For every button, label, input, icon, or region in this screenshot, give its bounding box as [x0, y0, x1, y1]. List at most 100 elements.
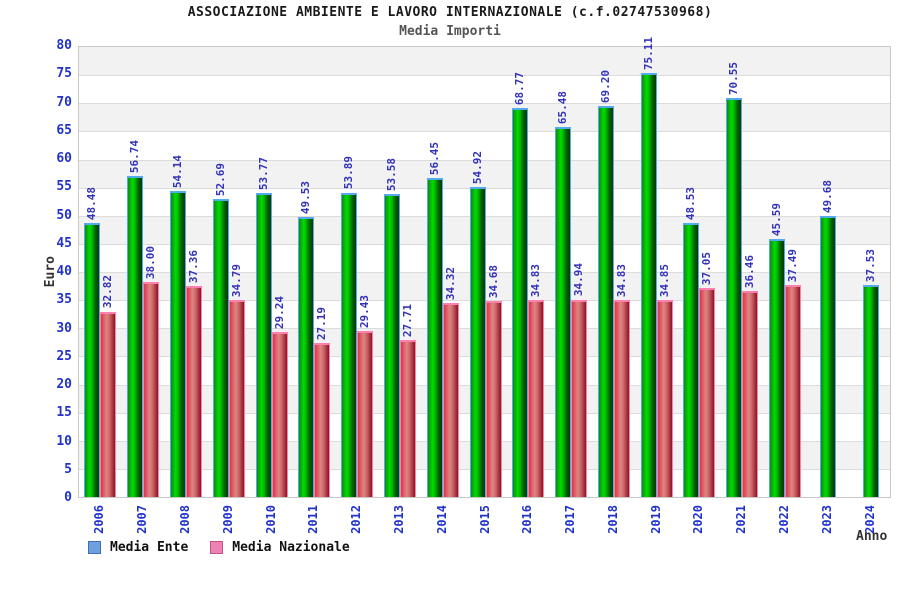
plot-area: 48.48 32.82 56.74 38.00 54.14 37.36 52.69 34.79…	[78, 37, 891, 498]
bar-ente-2012	[341, 192, 358, 497]
bar-naz-2016	[528, 300, 545, 497]
bar-value-label: 34.32	[443, 266, 457, 301]
y-tick-label: 40	[56, 264, 72, 279]
y-tick-label: 70	[56, 94, 72, 110]
bar-value-label: 49.53	[299, 181, 313, 215]
bar-ente-2010	[255, 193, 272, 497]
bar-value-label: 37.36	[186, 249, 200, 283]
bar-naz-2011	[314, 343, 331, 497]
bar-ente-2020	[683, 222, 700, 497]
bar-naz-2019	[656, 300, 673, 497]
x-tick-label-2022: 2022	[777, 505, 792, 534]
y-tick-label: 25	[56, 348, 72, 364]
bar-value-label: 70.55	[727, 62, 741, 96]
bar-naz-2014	[442, 303, 459, 497]
bar-naz-2020	[699, 287, 716, 497]
x-tick-label-2008: 2008	[177, 505, 192, 534]
x-tick-label-2017: 2017	[563, 505, 578, 534]
bar-value-label: 56.74	[128, 140, 142, 174]
x-tick-label-2015: 2015	[477, 505, 492, 534]
bar-value-label: 75.11	[641, 36, 655, 70]
bar-value-label: 53.89	[342, 156, 356, 190]
bar-value-label: 34.85	[657, 263, 671, 298]
plot-band	[79, 47, 890, 76]
bar-value-label: 36.46	[743, 254, 757, 289]
bar-value-label: 48.53	[684, 186, 698, 220]
y-tick-label: 60	[56, 151, 72, 166]
y-tick-label: 80	[56, 38, 72, 53]
bar-value-label: 49.68	[820, 180, 834, 214]
y-tick-label: 30	[56, 320, 72, 336]
chart-subtitle: Media Importi	[399, 24, 501, 39]
y-tick-label: 20	[56, 377, 72, 392]
x-tick-label-2020: 2020	[691, 505, 706, 534]
bar-value-label: 37.05	[700, 251, 714, 285]
bar-value-label: 53.58	[384, 158, 398, 192]
bar-naz-2012	[357, 330, 374, 497]
bar-naz-2006	[100, 311, 117, 497]
bar-naz-2007	[143, 282, 160, 497]
plot-band	[79, 159, 890, 188]
bar-value-label: 38.00	[144, 246, 158, 280]
bar-value-label: 48.48	[85, 186, 99, 221]
x-tick-label-2010: 2010	[263, 505, 278, 534]
y-tick-label: 75	[56, 66, 72, 82]
bar-value-label: 34.68	[486, 264, 500, 299]
x-tick-label-2006: 2006	[92, 505, 107, 534]
plot-band	[79, 103, 890, 132]
x-tick-label-2013: 2013	[391, 505, 406, 534]
bar-ente-2011	[298, 217, 315, 497]
legend-swatch-ente	[88, 541, 101, 554]
bar-value-label: 68.77	[513, 72, 527, 106]
bar-ente-2024	[862, 284, 879, 497]
bar-naz-2013	[399, 340, 416, 497]
x-tick-label-2021: 2021	[734, 505, 749, 534]
y-tick-label: 0	[64, 490, 72, 505]
plot-band	[79, 75, 890, 103]
legend: Media Ente Media Nazionale	[88, 540, 350, 555]
legend-swatch-naz	[210, 541, 224, 554]
y-tick-label: 50	[56, 207, 72, 223]
x-tick-label-2007: 2007	[135, 505, 150, 534]
x-tick-label-2011: 2011	[306, 505, 321, 534]
bar-value-label: 34.94	[572, 263, 586, 297]
bar-value-label: 65.48	[556, 90, 570, 125]
y-tick-label: 35	[56, 292, 72, 308]
bar-value-label: 54.92	[470, 150, 484, 184]
bar-ente-2019	[640, 72, 657, 497]
bar-value-label: 69.20	[598, 69, 612, 104]
bar-ente-2022	[769, 239, 786, 497]
x-tick-label-2019: 2019	[648, 505, 663, 534]
bar-ente-2016	[512, 108, 529, 497]
bar-value-label: 56.45	[427, 141, 441, 176]
bar-value-label: 37.53	[863, 248, 877, 282]
bar-value-label: 53.77	[256, 157, 270, 191]
bar-naz-2009	[228, 300, 245, 497]
y-tick-label: 65	[56, 122, 72, 138]
bar-value-label: 27.71	[400, 304, 414, 338]
bar-naz-2021	[742, 291, 759, 497]
bar-naz-2008	[185, 285, 202, 497]
x-tick-label-2012: 2012	[349, 505, 364, 534]
x-tick-label-2016: 2016	[520, 505, 535, 534]
bar-value-label: 34.83	[529, 264, 543, 298]
y-tick-label: 45	[56, 235, 72, 251]
y-tick-label: 5	[64, 461, 72, 477]
x-axis-title: Anno	[856, 529, 888, 544]
bar-naz-2017	[571, 299, 588, 497]
bar-ente-2009	[212, 199, 229, 497]
bar-ente-2013	[383, 194, 400, 497]
bar-naz-2010	[271, 331, 288, 497]
y-tick-label: 10	[56, 433, 72, 449]
bar-value-label: 45.59	[770, 203, 784, 237]
bar-value-label: 29.43	[358, 294, 372, 328]
bar-ente-2017	[555, 127, 572, 497]
y-tick-label: 15	[56, 405, 72, 421]
legend-label-naz: Media Nazionale	[232, 540, 350, 555]
bar-ente-2021	[726, 98, 743, 497]
bar-ente-2018	[597, 106, 614, 497]
chart-title: ASSOCIAZIONE AMBIENTE E LAVORO INTERNAZI…	[187, 5, 713, 20]
bar-naz-2022	[785, 285, 802, 497]
x-tick-label-2009: 2009	[220, 505, 235, 534]
